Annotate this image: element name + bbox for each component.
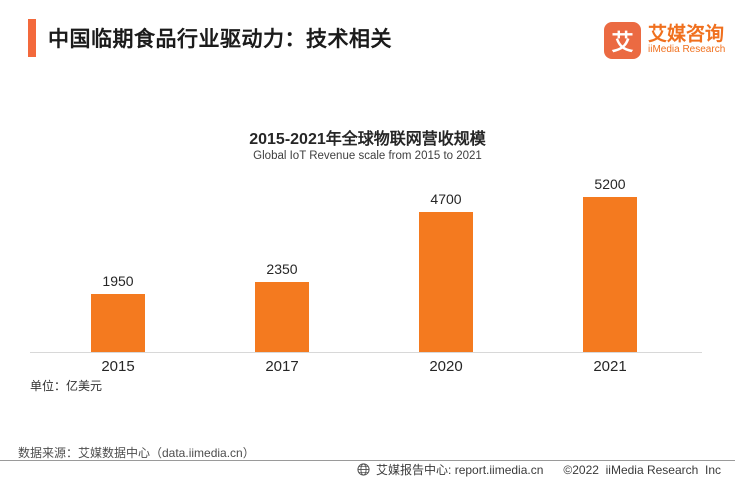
bar: [255, 282, 309, 352]
bar: [91, 294, 145, 352]
logo-text: 艾媒咨询 iiMedia Research: [648, 23, 726, 57]
x-tick-label: 2020: [429, 358, 463, 375]
unit-label: 单位：亿美元: [30, 379, 103, 393]
bar-group: 2350: [200, 170, 364, 352]
bar: [583, 197, 637, 352]
copyright-text: ©2022 iiMedia Research Inc: [563, 462, 721, 477]
x-axis-tick-labels: 2015 2017 2020 2021: [36, 358, 692, 375]
iimedia-logo-icon: 艾: [604, 22, 641, 59]
bar-group: 1950: [36, 170, 200, 352]
bar-group: 4700: [364, 170, 528, 352]
iimedia-logo: 艾 艾媒咨询 iiMedia Research: [604, 22, 725, 59]
chart-subtitle: Global IoT Revenue scale from 2015 to 20…: [253, 150, 482, 162]
data-source-note: 数据来源：艾媒数据中心（data.iimedia.cn）: [18, 446, 255, 460]
chart-title: 2015-2021年全球物联网营收规模: [249, 131, 486, 148]
x-tick-label: 2017: [265, 358, 299, 375]
bar-value-label: 2350: [266, 261, 298, 277]
title-accent-bar: [28, 19, 36, 57]
footer-bar: 艾媒报告中心: report.iimedia.cn ©2022 iiMedia …: [357, 462, 721, 477]
bar: [419, 212, 473, 352]
footer-divider: [0, 460, 735, 461]
bar-value-label: 4700: [430, 191, 462, 207]
x-tick-label: 2015: [101, 358, 135, 375]
x-axis-line: [30, 352, 702, 353]
bar-group: 5200: [528, 170, 692, 352]
bar-value-label: 5200: [594, 176, 626, 192]
globe-icon: [357, 463, 370, 476]
page-title: 中国临期食品行业驱动力：技术相关: [48, 28, 392, 51]
logo-name-en: iiMedia Research: [648, 44, 726, 56]
x-tick-label: 2021: [593, 358, 627, 375]
bar-chart-plot-area: 1950 2350 4700 5200: [36, 170, 692, 352]
report-center-link: 艾媒报告中心: report.iimedia.cn: [376, 463, 544, 477]
bar-value-label: 1950: [102, 273, 134, 289]
logo-name-cn: 艾媒咨询: [648, 23, 725, 45]
